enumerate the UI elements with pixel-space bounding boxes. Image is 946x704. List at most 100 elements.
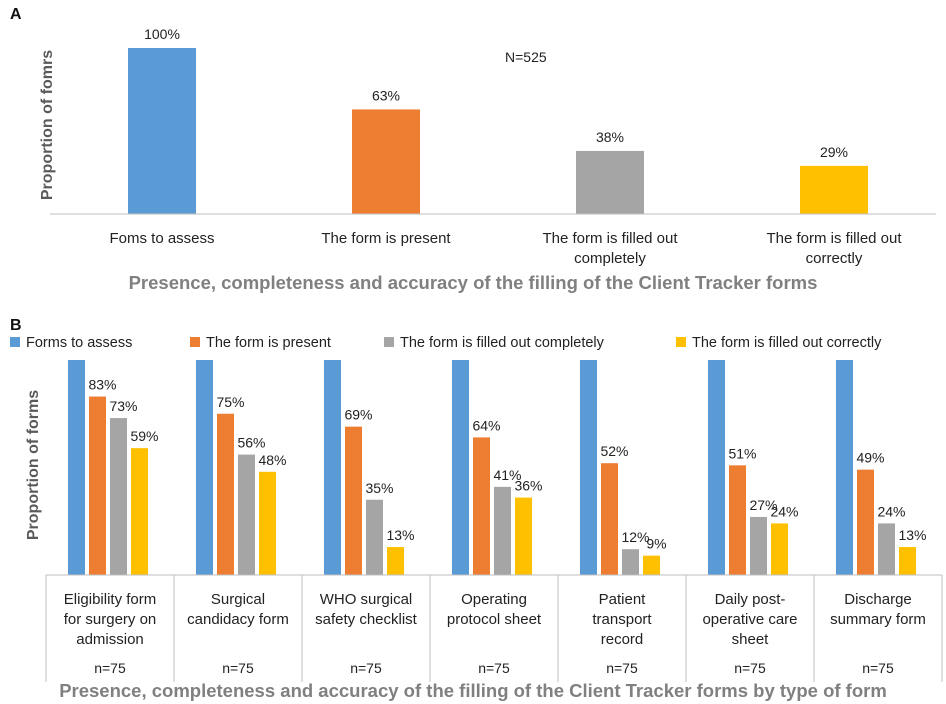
panel-b-data-label: 35%: [365, 480, 393, 496]
panel-b-bar: [515, 497, 532, 575]
panel-b-bar: [196, 360, 213, 575]
panel-b-bar: [878, 523, 895, 575]
panel-b-category-label: for surgery on: [64, 611, 157, 628]
panel-b-legend-swatch: [384, 337, 394, 347]
panel-b-legend-label: The form is filled out completely: [400, 335, 605, 351]
panel-b-bar: [729, 465, 746, 575]
panel-b-bar: [622, 549, 639, 575]
panel-b-bar: [131, 448, 148, 575]
panel-b-bar: [110, 418, 127, 575]
panel-b-data-label: 56%: [237, 435, 265, 451]
panel-b-data-label: 36%: [514, 478, 542, 494]
panel-b-data-label: 13%: [386, 527, 414, 543]
panel-a-category-label: Foms to assess: [109, 230, 214, 247]
panel-b-bar: [473, 437, 490, 575]
panel-b-category-label: Discharge: [844, 591, 912, 608]
panel-a-xlabel: Presence, completeness and accuracy of t…: [129, 272, 818, 293]
panel-b-data-label: 13%: [898, 527, 926, 543]
panel-b-category-label: transport: [592, 611, 652, 628]
panel-a-category-label: correctly: [806, 250, 863, 267]
panel-a-category-label: The form is filled out: [542, 230, 678, 247]
panel-a-category-label: completely: [574, 250, 646, 267]
panel-b-category-label: WHO surgical: [320, 591, 413, 608]
panel-a-ylabel: Proportion of fomrs: [39, 50, 56, 200]
panel-b-data-label: 48%: [258, 452, 286, 468]
panel-b-bar: [601, 463, 618, 575]
panel-b-n-label: n=75: [94, 660, 126, 676]
panel-a-category-label: The form is present: [321, 230, 451, 247]
panel-b-n-label: n=75: [862, 660, 894, 676]
panel-b-n-label: n=75: [222, 660, 254, 676]
panel-b-bar: [89, 396, 106, 575]
panel-b-data-label: 73%: [109, 398, 137, 414]
panel-b-bar: [771, 523, 788, 575]
panel-b-data-label: 27%: [749, 497, 777, 513]
panel-b-data-label: 51%: [728, 445, 756, 461]
panel-b-bar: [899, 547, 916, 575]
panel-b-bar: [324, 360, 341, 575]
panel-b-category-label: operative care: [702, 611, 797, 628]
panel-b-bar: [345, 426, 362, 575]
panel-b-data-label: 64%: [472, 417, 500, 433]
panel-b-xlabel: Presence, completeness and accuracy of t…: [59, 680, 887, 701]
panel-b-bar: [750, 516, 767, 575]
panel-b-legend-label: The form is present: [206, 335, 331, 351]
panel-b-legend-swatch: [10, 337, 20, 347]
panel-b-category-label: protocol sheet: [447, 611, 542, 628]
panel-a-plot: 100% Foms to assess 63% The form is present…: [50, 26, 936, 267]
panel-b-data-label: 59%: [130, 428, 158, 444]
panel-b-letter: B: [10, 317, 22, 334]
panel-b-n-label: n=75: [734, 660, 766, 676]
panel-b-bar: [387, 547, 404, 575]
panel-b-bar: [580, 360, 597, 575]
panel-b-data-label: 75%: [216, 394, 244, 410]
panel-b-legend-swatch: [676, 337, 686, 347]
panel-b-category-label: sheet: [732, 631, 770, 648]
panel-b-bar: [708, 360, 725, 575]
panel-a-bar: [128, 48, 196, 214]
panel-b-category-label: Patient: [599, 591, 647, 608]
panel-a-bar: [800, 165, 868, 214]
panel-b-n-label: n=75: [478, 660, 510, 676]
panel-a-data-label: 38%: [596, 129, 624, 145]
panel-b-plot: 83% 73% 59% 75% 56%48% 69% 35% 13% 64% 41%36% 52% 1…: [45, 360, 943, 682]
panel-b-n-label: n=75: [606, 660, 638, 676]
panel-b-category-label: record: [601, 631, 644, 648]
panel-b-category-label: candidacy form: [187, 611, 289, 628]
panel-b-data-label: 12%: [621, 529, 649, 545]
panel-b-bar: [836, 360, 853, 575]
panel-b-data-label: 41%: [493, 467, 521, 483]
panel-b-legend-label: The form is filled out correctly: [692, 335, 882, 351]
panel-b-data-label: 69%: [344, 407, 372, 423]
panel-b-bar: [217, 413, 234, 575]
panel-b-category-label: Surgical: [211, 591, 265, 608]
panel-b-category-label: Eligibility form: [64, 591, 157, 608]
panel-a-bar: [352, 109, 420, 214]
panel-a-bar: [576, 150, 644, 214]
panel-b-data-label: 49%: [856, 450, 884, 466]
panel-b-bar: [366, 499, 383, 575]
panel-b-bar: [494, 486, 511, 575]
panel-a-data-label: 63%: [372, 87, 400, 103]
panel-a-category-label: The form is filled out: [766, 230, 902, 247]
panel-b-ylabel: Proportion of forms: [25, 390, 42, 540]
panel-b-legend: Forms to assess The form is present The fo…: [10, 335, 882, 351]
panel-b-data-label: 52%: [600, 443, 628, 459]
panel-b-category-label: Operating: [461, 591, 527, 608]
panel-b-category-label: safety checklist: [315, 611, 418, 628]
panel-a-annotation: N=525: [505, 49, 547, 65]
panel-b-category-label: admission: [76, 631, 144, 648]
panel-b-data-label: 83%: [88, 377, 116, 393]
panel-b-data-label: 24%: [770, 503, 798, 519]
panel-b-data-label: 9%: [646, 536, 666, 552]
panel-a-data-label: 100%: [144, 26, 180, 42]
panel-b-bar: [68, 360, 85, 575]
panel-b-legend-swatch: [190, 337, 200, 347]
panel-a-letter: A: [10, 6, 22, 23]
panel-b-legend-label: Forms to assess: [26, 335, 132, 351]
panel-b-bar: [452, 360, 469, 575]
panel-a-data-label: 29%: [820, 144, 848, 160]
panel-b-n-label: n=75: [350, 660, 382, 676]
panel-b-bar: [643, 555, 660, 575]
